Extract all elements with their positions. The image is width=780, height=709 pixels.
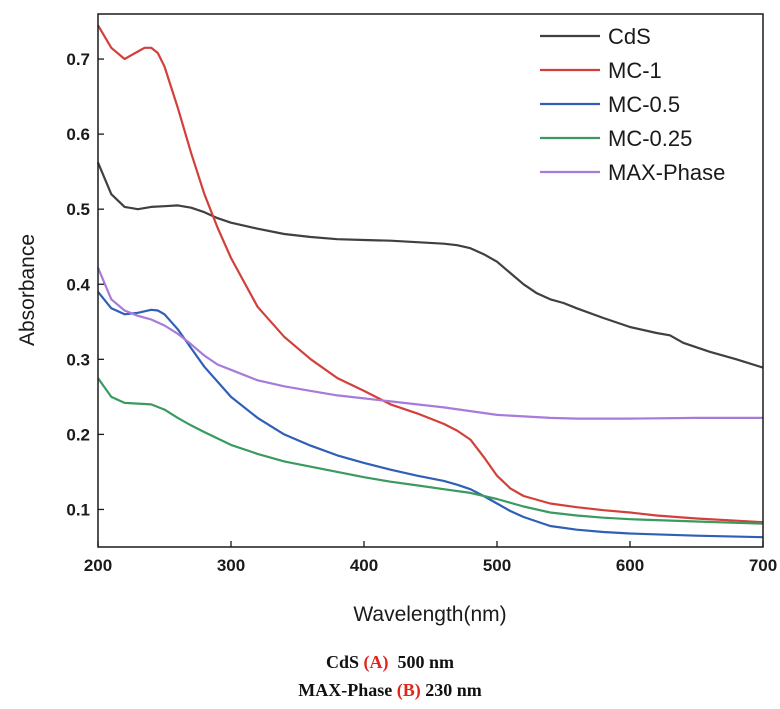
y-tick-label-0.1: 0.1 [66, 500, 90, 519]
absorbance-chart: 200 300 400 500 600 7000.10.20.30.40.50.60.7 … [16, 13, 777, 626]
x-tick-label-700: 700 [749, 556, 777, 575]
plot-frame [97, 13, 764, 548]
caption: CdS (A) 500 nm MAX-Phase (B) 230 nm [0, 648, 780, 704]
legend-label-mc-0-5: MC-0.5 [608, 92, 680, 117]
caption-line-1: CdS (A) 500 nm [0, 648, 780, 676]
legend-label-mc-1: MC-1 [608, 58, 662, 83]
caption-line-1-marker: (A) [363, 652, 389, 672]
x-tick-label-200: 200 [84, 556, 112, 575]
series-line-mc-0-25 [97, 377, 764, 525]
legend-label-max-phase: MAX-Phase [608, 160, 725, 185]
series-line-mc-1 [97, 24, 764, 524]
series-layer [96, 24, 764, 539]
caption-line-2-value: 230 nm [420, 680, 482, 700]
series-line-mc-0-5 [97, 291, 764, 539]
caption-line-2: MAX-Phase (B) 230 nm [0, 676, 780, 704]
legend-label-mc-0-25: MC-0.25 [608, 126, 692, 151]
x-tick-label-500: 500 [483, 556, 511, 575]
y-tick-label-0.3: 0.3 [66, 350, 90, 369]
x-axis-label: Wavelength(nm) [353, 603, 506, 626]
y-tick-label-0.2: 0.2 [66, 425, 90, 444]
caption-line-1-label: CdS [325, 652, 364, 672]
y-tick-label-0.7: 0.7 [66, 50, 90, 69]
caption-line-2-label: MAX-Phase [298, 680, 397, 700]
axes-layer: 200 300 400 500 600 700 0.1 0.2 0.3 0.4 0.5 0.6 0.7 [66, 50, 777, 575]
chart-area: 200 300 400 500 600 700 0.1 0.2 0.3 0.4 0.5 0.6 0.7 … [16, 13, 777, 626]
x-tick-label-300: 300 [217, 556, 245, 575]
legend-label-cds: CdS [608, 24, 651, 49]
legend: CdS MC-1 MC-0.5 MC-0.25 MAX-Phase [540, 24, 725, 185]
y-tick-label-0.5: 0.5 [66, 200, 90, 219]
series-line-cds [96, 162, 764, 369]
x-tick-label-400: 400 [350, 556, 378, 575]
y-axis-label: Absorbance [16, 234, 39, 346]
y-tick-label-0.6: 0.6 [66, 125, 90, 144]
series-line-max-phase [96, 267, 763, 420]
x-tick-label-600: 600 [616, 556, 644, 575]
y-tick-label-0.4: 0.4 [66, 275, 90, 294]
caption-line-1-value: 500 nm [388, 652, 455, 672]
caption-line-2-marker: (B) [396, 680, 421, 700]
